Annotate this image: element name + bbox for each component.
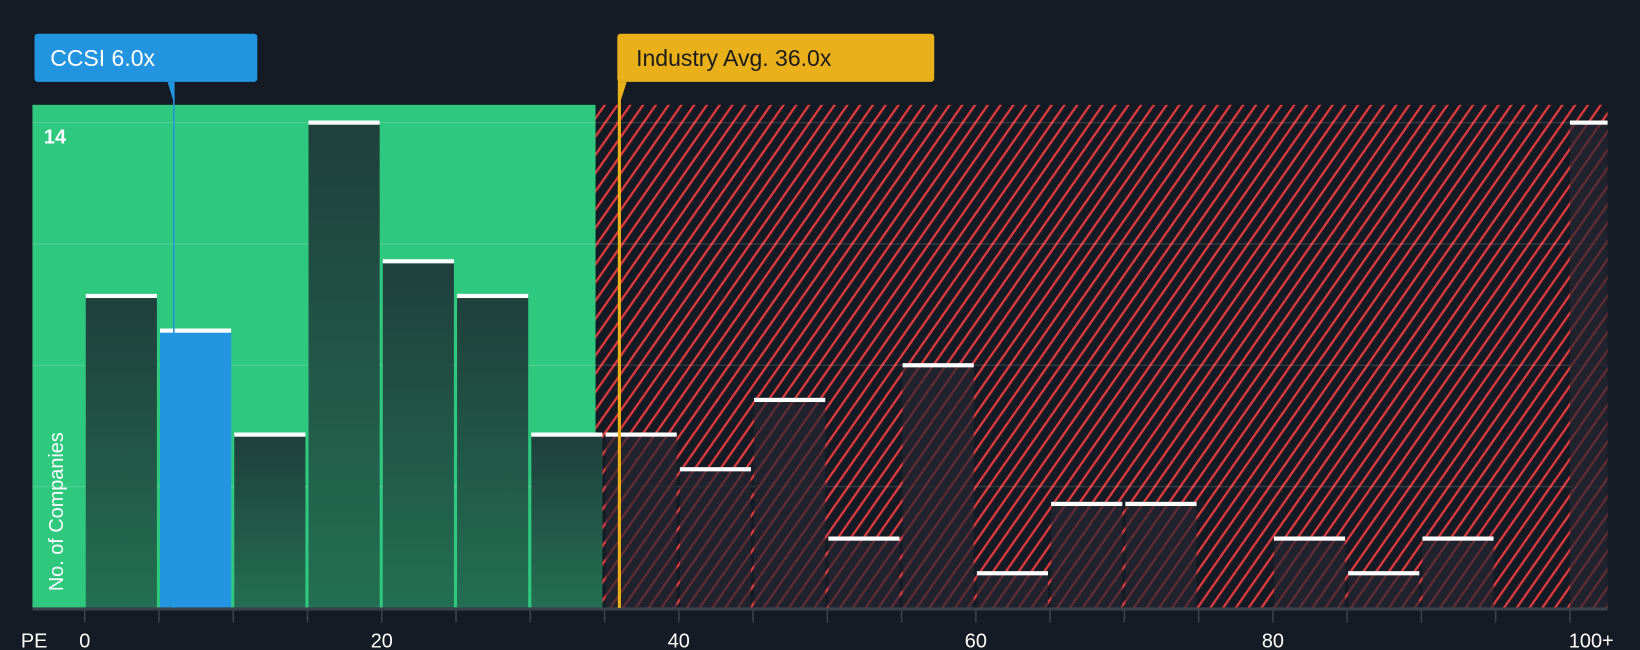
bar-top-cap bbox=[605, 432, 677, 437]
industry-label: Industry Avg. 36.0x bbox=[636, 45, 832, 71]
x-tick-label: 20 bbox=[371, 631, 393, 650]
histogram-bar bbox=[1422, 538, 1494, 608]
histogram-bar bbox=[1273, 538, 1346, 608]
x-tick-label: 80 bbox=[1262, 631, 1284, 650]
histogram-bar bbox=[457, 295, 529, 608]
y-tick-label: 14 bbox=[44, 127, 66, 149]
histogram-bar bbox=[828, 538, 900, 608]
bar-top-cap bbox=[1569, 120, 1608, 125]
bar-top-cap bbox=[160, 328, 232, 333]
histogram-bar bbox=[160, 330, 232, 608]
bar-top-cap bbox=[1273, 536, 1346, 541]
histogram-bar bbox=[902, 365, 974, 608]
bar-top-cap bbox=[679, 467, 751, 472]
x-tick-label: 0 bbox=[79, 631, 90, 650]
bar-top-cap bbox=[1348, 571, 1420, 576]
x-tick-label: 60 bbox=[965, 631, 987, 650]
company-label-box bbox=[34, 33, 258, 82]
histogram-bar bbox=[1569, 122, 1608, 608]
bar-top-cap bbox=[1422, 536, 1494, 541]
bar-top-cap bbox=[234, 432, 306, 437]
y-axis-label: No. of Companies bbox=[46, 432, 68, 591]
histogram-bar bbox=[1125, 503, 1197, 608]
histogram-bar bbox=[382, 261, 454, 608]
histogram-bar bbox=[976, 573, 1049, 608]
company-label: CCSI 6.0x bbox=[50, 45, 155, 71]
company-label-pointer bbox=[167, 81, 174, 103]
histogram-bar bbox=[1051, 503, 1123, 608]
histogram-bar bbox=[308, 122, 380, 608]
bar-top-cap bbox=[828, 536, 900, 541]
industry-label-pointer bbox=[619, 81, 627, 105]
histogram-bar bbox=[531, 434, 603, 608]
histogram-bar bbox=[234, 434, 306, 608]
histogram-bar bbox=[1348, 573, 1420, 608]
x-axis-label: PE bbox=[21, 631, 48, 650]
bar-top-cap bbox=[1051, 501, 1123, 507]
bar-top-cap bbox=[754, 397, 826, 403]
histogram-bar bbox=[754, 399, 826, 608]
bar-top-cap bbox=[976, 571, 1049, 576]
bar-top-cap bbox=[902, 363, 974, 368]
bar-top-cap bbox=[457, 293, 529, 299]
histogram-bar bbox=[85, 295, 157, 608]
bar-top-cap bbox=[531, 432, 603, 437]
bar-top-cap bbox=[308, 120, 380, 125]
x-tick-label: 100+ bbox=[1569, 631, 1614, 650]
histogram-bar bbox=[679, 469, 751, 608]
histogram-bar bbox=[605, 434, 677, 608]
bar-top-cap bbox=[1125, 501, 1197, 507]
industry-label-box bbox=[617, 33, 935, 82]
bar-top-cap bbox=[85, 293, 157, 299]
bar-top-cap bbox=[382, 259, 454, 264]
x-tick-label: 40 bbox=[668, 631, 690, 650]
